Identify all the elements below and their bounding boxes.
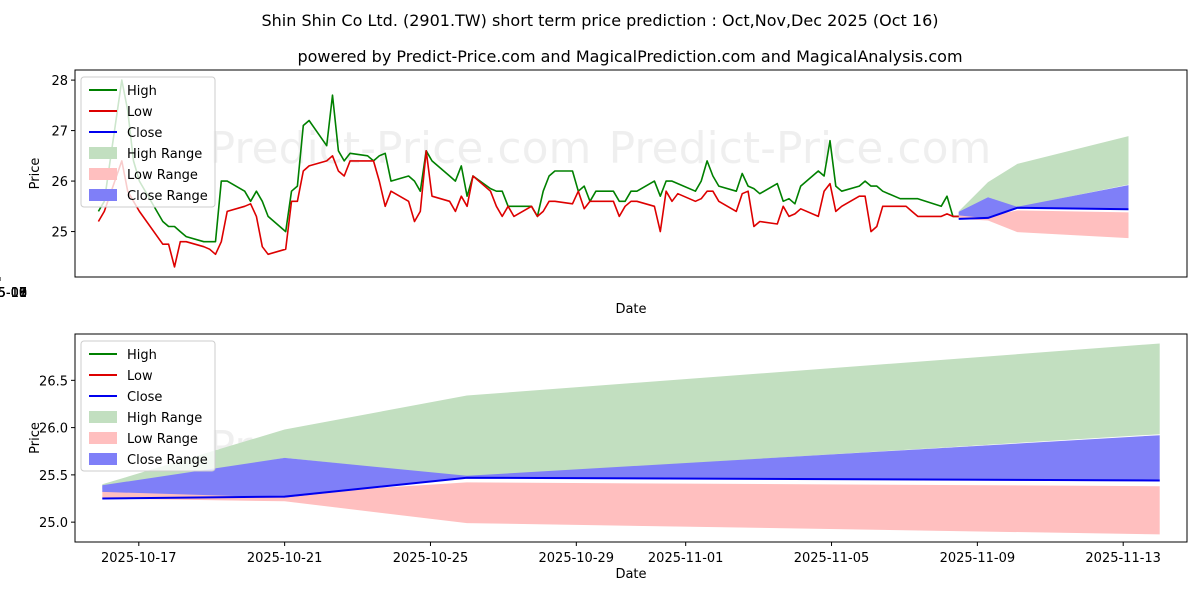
x-tick-label: 2025-11-01 bbox=[648, 551, 724, 566]
x-axis-label: Date bbox=[615, 302, 646, 317]
legend-label-high: High bbox=[127, 84, 157, 99]
watermark-text: Predict-Price.com bbox=[209, 123, 592, 174]
x-tick-label: 2025-11-09 bbox=[940, 551, 1016, 566]
x-tick-label: 2025-06 bbox=[0, 286, 27, 301]
legend-swatch-high-range bbox=[89, 411, 117, 423]
legend-swatch-close-range bbox=[89, 189, 117, 201]
x-tick-label: 2025-11 bbox=[0, 286, 27, 301]
legend-label-low: Low bbox=[127, 105, 153, 120]
y-tick-label: 25 bbox=[51, 226, 68, 241]
legend-label-low: Low bbox=[127, 369, 153, 384]
watermark-text: Predict-Price.com bbox=[209, 273, 592, 324]
legend-label-close: Close bbox=[127, 126, 162, 141]
high-range-band bbox=[102, 343, 1160, 490]
y-tick-label: 27 bbox=[51, 125, 68, 140]
x-tick-label: 2025-10-17 bbox=[101, 551, 177, 566]
close-series-line bbox=[102, 476, 1160, 500]
legend-label-low-range: Low Range bbox=[127, 432, 198, 447]
y-tick-label: 25.5 bbox=[39, 469, 68, 484]
x-axis-label: Date bbox=[615, 567, 646, 582]
x-tick-label: 2025-11-13 bbox=[1085, 551, 1161, 566]
y-tick-label: 25.0 bbox=[39, 516, 68, 531]
x-tick-label: 2025-10-21 bbox=[247, 551, 323, 566]
legend-label-high-range: High Range bbox=[127, 411, 202, 426]
close-range-band bbox=[958, 185, 1129, 219]
chart-title: Shin Shin Co Ltd. (2901.TW) short term p… bbox=[261, 11, 938, 30]
y-tick-label: 26 bbox=[51, 175, 68, 190]
legend-swatch-low-range bbox=[89, 168, 117, 180]
y-tick-label: 28 bbox=[51, 74, 68, 89]
y-tick-label: 26.0 bbox=[39, 422, 68, 437]
y-tick-label: 26.5 bbox=[39, 374, 68, 389]
chart-subtitle: powered by Predict-Price.com and Magical… bbox=[297, 47, 962, 66]
low-range-band bbox=[958, 210, 1129, 239]
legend: High Low Close High Range Low Range Close Ran… bbox=[80, 340, 216, 472]
close-range-band bbox=[102, 435, 1160, 498]
history-panel: Predict-Price.com Predict-Price.com Predic… bbox=[0, 69, 1188, 324]
legend-label-close: Close bbox=[127, 390, 162, 405]
legend-label-low-range: Low Range bbox=[127, 168, 198, 183]
y-axis-label: Price bbox=[28, 158, 43, 190]
legend-label-high-range: High Range bbox=[127, 147, 202, 162]
x-tick-label: 2025-09 bbox=[0, 286, 27, 301]
x-tick-label: 2025-10 bbox=[0, 286, 27, 301]
x-tick-label: 2025-08 bbox=[0, 286, 27, 301]
x-tick-label: 2025-10-25 bbox=[393, 551, 469, 566]
low-series-line bbox=[97, 150, 959, 268]
legend-label-close-range: Close Range bbox=[127, 189, 208, 204]
legend: High Low Close High Range Low Range Close Ran… bbox=[80, 76, 216, 208]
legend-swatch-close-range bbox=[89, 453, 117, 465]
close-series-line bbox=[958, 206, 1129, 220]
x-tick-label: 2025-11-05 bbox=[794, 551, 870, 566]
watermark-text: Predict-Price.com bbox=[609, 273, 992, 324]
watermark-text: Predict-Price.com bbox=[609, 123, 992, 174]
legend-swatch-low-range bbox=[89, 432, 117, 444]
plot-area: Predict-Price.com Predict-Price.com Predic… bbox=[97, 79, 1129, 324]
plot-frame bbox=[74, 69, 1188, 278]
x-tick-label: 2025-07 bbox=[0, 286, 27, 301]
y-axis-label: Price bbox=[28, 422, 43, 454]
legend-label-close-range: Close Range bbox=[127, 453, 208, 468]
plot-frame bbox=[74, 333, 1188, 543]
legend-label-high: High bbox=[127, 348, 157, 363]
low-range-band bbox=[102, 482, 1160, 535]
high-range-band bbox=[958, 136, 1129, 214]
legend-swatch-high-range bbox=[89, 147, 117, 159]
x-tick-label: 2025-10-29 bbox=[539, 551, 615, 566]
